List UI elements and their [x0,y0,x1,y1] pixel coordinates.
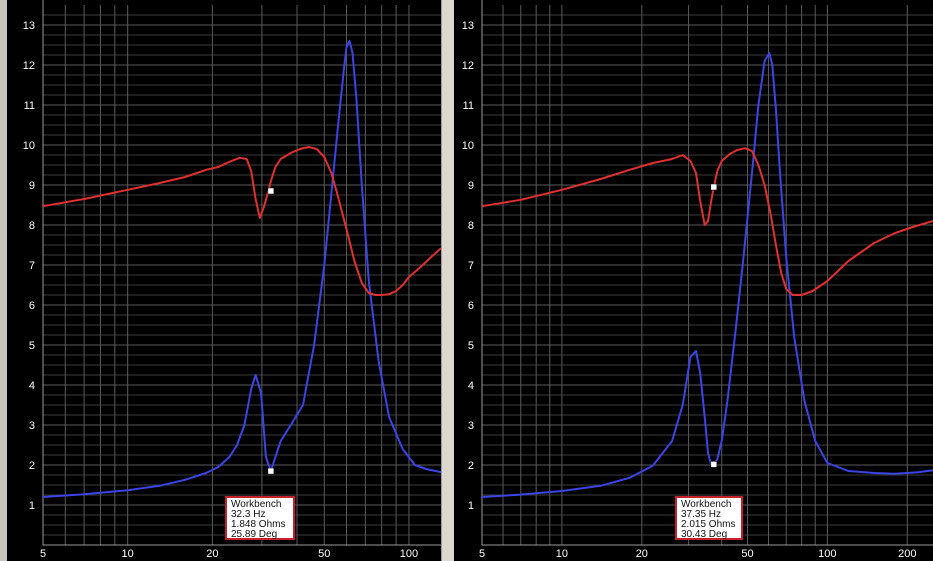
x-tick-label: 20 [206,548,218,560]
phase-cursor-marker [267,187,275,195]
y-tick-label: 4 [468,380,474,392]
workbench-readout-right[interactable]: Workbench 37.35 Hz 2.015 Ohms 30.43 Deg [675,496,743,540]
phase-curve [42,146,441,296]
y-tick-label: 5 [29,340,35,352]
y-tick-label: 7 [29,260,35,272]
y-tick-label: 1 [29,500,35,512]
phase-curve [481,147,933,296]
impedance-cursor-marker [710,461,718,468]
phase-cursor-marker [710,183,718,191]
readout-impedance: 1.848 Ohms [231,519,286,530]
x-tick-label: 100 [400,548,418,560]
readout-frequency: 37.35 Hz [681,509,722,520]
y-tick-label: 6 [29,300,35,312]
impedance-cursor-marker [267,467,275,475]
x-tick-label: 50 [318,548,330,560]
y-tick-label: 8 [29,220,35,232]
y-tick-label: 13 [23,20,35,32]
y-tick-label: 3 [29,420,35,432]
x-tick-label: 50 [741,548,753,560]
readout-title: Workbench [231,499,282,510]
x-tick-label: 5 [479,548,485,560]
y-tick-label: 8 [468,220,474,232]
readout-frequency: 32.3 Hz [231,509,266,520]
y-tick-label: 7 [468,260,474,272]
impedance-chart-left: 1 2 3 4 5 6 7 8 9 10 11 12 13 5 10 20 50 100 Workbench 32… [7,0,441,561]
workbench-readout-left[interactable]: Workbench 32.3 Hz 1.848 Ohms 25.89 Deg [225,496,295,540]
impedance-curve [481,52,933,498]
x-tick-label: 10 [556,548,568,560]
readout-phase: 30.43 Deg [681,529,728,540]
y-tick-label: 13 [462,20,474,32]
y-tick-label: 9 [29,180,35,192]
y-tick-label: 12 [23,60,35,72]
x-tick-label: 10 [122,548,134,560]
y-tick-label: 2 [29,460,35,472]
y-tick-label: 11 [24,100,35,112]
panel-divider[interactable] [441,0,455,561]
y-tick-label: 3 [468,420,474,432]
y-tick-label: 12 [462,60,474,72]
y-tick-label: 5 [468,340,474,352]
y-tick-label: 2 [468,460,474,472]
readout-phase: 25.89 Deg [231,529,278,540]
y-tick-label: 1 [468,500,474,512]
y-tick-label: 11 [463,100,474,112]
x-tick-label: 100 [818,548,836,560]
impedance-chart-right: 1 2 3 4 5 6 7 8 9 10 11 12 13 5 10 20 50 100 200 Workbench… [454,0,933,561]
readout-title: Workbench [681,499,732,510]
y-tick-label: 9 [468,180,474,192]
y-tick-label: 6 [468,300,474,312]
y-tick-label: 10 [23,140,35,152]
readout-impedance: 2.015 Ohms [681,519,736,530]
y-tick-label: 10 [462,140,474,152]
x-tick-label: 5 [40,548,46,560]
x-tick-label: 20 [636,548,648,560]
x-tick-label: 200 [898,548,916,560]
y-tick-label: 4 [29,380,35,392]
